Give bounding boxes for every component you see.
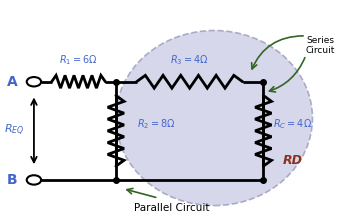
Text: $R_3 = 4\Omega$: $R_3 = 4\Omega$ bbox=[170, 53, 209, 67]
Text: $R_{EQ}$: $R_{EQ}$ bbox=[4, 123, 25, 138]
Ellipse shape bbox=[116, 30, 312, 206]
Text: Series
Circuit: Series Circuit bbox=[306, 36, 335, 55]
Circle shape bbox=[27, 77, 41, 87]
Text: $R_C = 4\Omega$: $R_C = 4\Omega$ bbox=[273, 118, 312, 131]
Text: B: B bbox=[7, 173, 17, 187]
Text: $R_1 = 6\Omega$: $R_1 = 6\Omega$ bbox=[59, 53, 98, 67]
Text: Parallel Circuit: Parallel Circuit bbox=[134, 203, 209, 213]
Text: A: A bbox=[7, 75, 17, 89]
Text: $R_2 = 8\Omega$: $R_2 = 8\Omega$ bbox=[137, 118, 176, 131]
Circle shape bbox=[27, 175, 41, 185]
Text: RD: RD bbox=[283, 154, 303, 167]
